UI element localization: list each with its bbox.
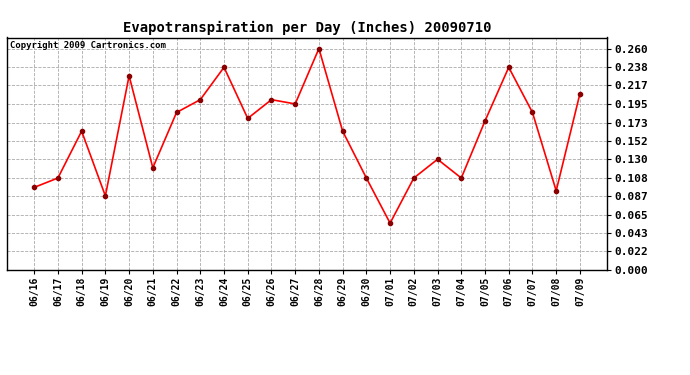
Text: Copyright 2009 Cartronics.com: Copyright 2009 Cartronics.com — [10, 41, 166, 50]
Title: Evapotranspiration per Day (Inches) 20090710: Evapotranspiration per Day (Inches) 2009… — [123, 21, 491, 35]
